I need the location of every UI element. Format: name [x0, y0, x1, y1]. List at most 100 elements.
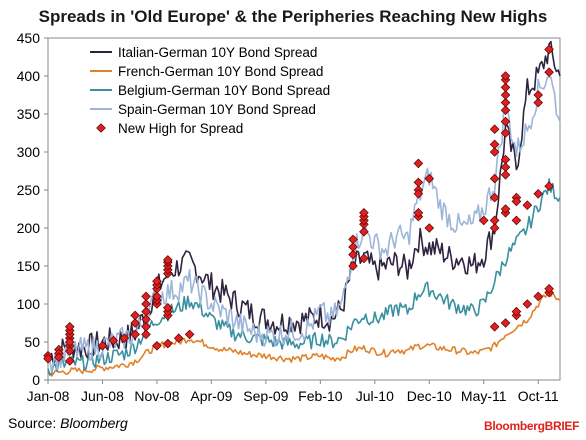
new-high-marker	[522, 299, 533, 309]
new-high-marker	[522, 200, 533, 210]
new-high-marker	[130, 318, 140, 328]
new-high-marker	[424, 223, 435, 233]
legend-label: French-German 10Y Bond Spread	[118, 64, 323, 79]
new-high-marker	[348, 249, 358, 260]
legend-marker-swatch	[96, 123, 106, 133]
new-high-marker	[500, 97, 511, 108]
new-high-marker	[489, 322, 500, 332]
y-tick-label: 200	[17, 220, 41, 236]
new-high-marker	[64, 356, 75, 366]
new-high-marker	[152, 276, 162, 286]
new-high-marker	[500, 318, 511, 328]
legend-label: Belgium-German 10Y Bond Spread	[118, 83, 330, 98]
new-high-marker	[359, 227, 369, 237]
new-high-marker	[348, 261, 358, 271]
new-high-marker	[511, 215, 522, 226]
source-note: Source: Bloomberg	[8, 415, 128, 431]
new-high-marker	[152, 341, 162, 351]
new-high-marker	[130, 329, 140, 340]
new-high-marker	[489, 215, 500, 226]
y-tick-label: 100	[17, 296, 41, 312]
new-high-marker	[500, 90, 511, 100]
new-high-marker	[108, 335, 119, 346]
legend-label: New High for Spread	[118, 121, 243, 136]
new-high-marker	[511, 306, 522, 317]
series-line-1	[47, 290, 561, 377]
new-high-marker	[500, 82, 511, 93]
new-high-marker	[500, 116, 511, 127]
new-high-marker	[173, 333, 184, 343]
plot-area	[47, 37, 561, 381]
new-high-marker	[500, 170, 511, 180]
new-high-marker	[64, 337, 75, 347]
chart-title: Spreads in 'Old Europe' & the Peripherie…	[38, 7, 548, 26]
new-high-marker	[163, 255, 173, 265]
x-tick-label: Feb-10	[298, 388, 343, 404]
new-high-marker	[141, 329, 151, 340]
new-high-marker	[348, 234, 358, 245]
new-high-marker	[413, 189, 424, 199]
x-tick-label: Sep-09	[243, 388, 288, 404]
new-high-marker	[130, 310, 140, 321]
new-high-marker	[500, 71, 511, 81]
new-high-marker	[533, 90, 544, 100]
new-high-marker	[544, 284, 554, 294]
new-high-marker	[141, 291, 151, 302]
y-tick-label: 300	[17, 144, 41, 160]
source-label: Source:	[8, 415, 61, 431]
new-high-marker	[141, 299, 151, 309]
new-high-marker	[64, 346, 75, 356]
new-high-marker	[413, 158, 424, 169]
new-high-marker	[359, 208, 369, 218]
new-high-marker	[184, 329, 195, 340]
new-high-marker	[511, 196, 522, 207]
y-tick-label: 250	[17, 182, 41, 198]
y-tick-label: 350	[17, 106, 41, 122]
new-high-marker	[141, 314, 151, 324]
new-high-marker	[119, 333, 130, 343]
new-high-marker	[413, 208, 424, 218]
new-high-marker	[489, 124, 500, 134]
new-high-marker	[97, 341, 108, 351]
new-high-marker	[489, 147, 500, 157]
new-high-marker	[544, 67, 554, 77]
new-high-marker	[424, 173, 435, 184]
new-high-marker	[163, 338, 173, 349]
y-tick-label: 0	[32, 372, 40, 388]
new-high-marker	[489, 173, 500, 184]
new-high-marker	[500, 128, 511, 138]
new-high-marker	[348, 242, 358, 252]
x-tick-label: Dec-10	[407, 388, 452, 404]
series-line-2	[47, 178, 561, 376]
new-high-marker	[489, 223, 500, 233]
legend-label: Spain-German 10Y Bond Spread	[118, 102, 316, 117]
x-tick-label: May-11	[461, 388, 507, 404]
new-high-marker	[533, 189, 544, 199]
legend-label: Italian-German 10Y Bond Spread	[118, 45, 317, 60]
source-name: Bloomberg	[60, 415, 128, 431]
new-high-marker	[533, 291, 544, 302]
new-high-marker	[359, 253, 369, 264]
y-tick-label: 450	[17, 30, 41, 46]
new-high-marker	[533, 97, 544, 108]
new-high-marker	[54, 352, 64, 362]
x-tick-label: Jul-10	[356, 388, 394, 404]
new-high-marker	[152, 291, 162, 302]
x-tick-label: Jan-08	[27, 388, 70, 404]
x-tick-label: Jun-08	[81, 388, 124, 404]
new-high-marker	[489, 192, 500, 203]
y-tick-label: 150	[17, 258, 41, 274]
new-high-marker	[413, 177, 424, 188]
new-high-marker	[544, 44, 554, 55]
new-high-marker	[489, 139, 500, 150]
new-high-marker	[163, 303, 173, 313]
new-high-marker	[500, 105, 511, 115]
brand-logo: BloombergBRIEF	[484, 419, 580, 433]
x-tick-label: Nov-08	[134, 388, 179, 404]
x-tick-label: Oct-11	[518, 388, 559, 404]
y-tick-label: 400	[17, 68, 41, 84]
x-tick-label: Apr-09	[190, 388, 232, 404]
new-high-marker	[500, 204, 511, 214]
